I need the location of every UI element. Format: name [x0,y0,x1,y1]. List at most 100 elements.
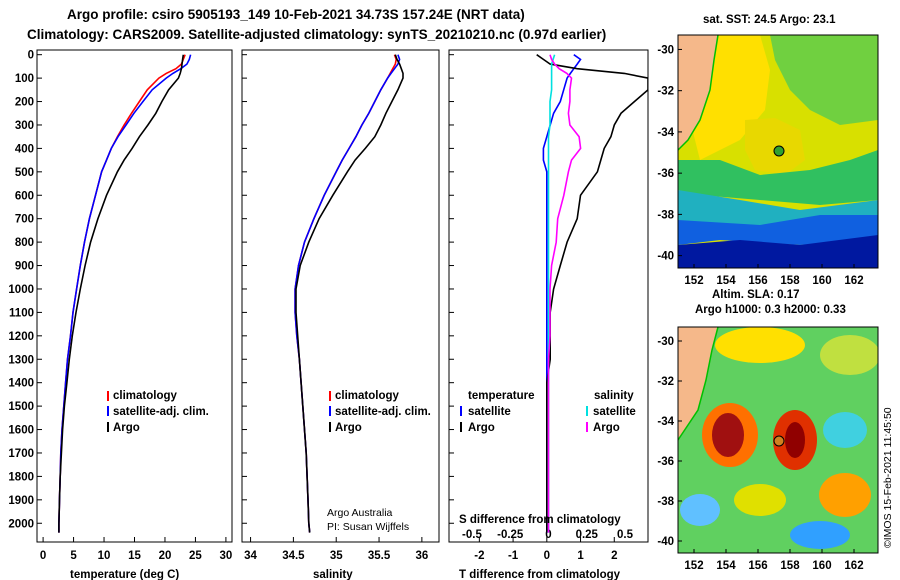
map-x-tick-label: 160 [812,560,831,572]
sst-land [678,35,718,150]
x-tick-label: 35.5 [368,550,391,562]
salinity-legend: climatology satellite-adj. clim. Argo [329,390,431,434]
y-tick-label: 1800 [8,471,34,483]
x-tick-label: 30 [220,550,233,562]
map-x-tick-label: 162 [844,275,863,287]
annotation-line2: PI: Susan Wijffels [327,521,409,533]
temperature-panel: 0100200300400500600700800900100011001200… [8,49,233,580]
x-tick-label: 0 [544,550,550,562]
map-y-tick-label: -32 [657,86,674,98]
sla-anomaly [734,484,786,516]
sla-anomaly [785,422,805,458]
s-tick-label: 0 [545,529,551,541]
s-tick-label: 0.25 [576,529,599,541]
map-y-tick-label: -34 [657,416,674,428]
x-tick-label: 34.5 [282,550,305,562]
map-y-tick-label: -38 [657,496,674,508]
s-difference-axis-label: S difference from climatology [459,514,621,526]
sst-coastline [678,35,719,151]
legend-s-argo: Argo [593,422,620,434]
sla-anomaly [820,335,878,375]
legend-argo: Argo [335,422,362,434]
map-x-tick-label: 158 [780,275,800,287]
x-tick-label: 0 [40,550,46,562]
y-tick-label: 200 [15,97,34,109]
x-tick-label: -2 [474,550,484,562]
map-x-tick-label: 158 [780,560,800,572]
y-tick-label: 500 [15,167,34,179]
sst-eddy-warm [745,118,805,175]
y-tick-label: 1700 [8,448,34,460]
x-tick-label: 25 [189,550,202,562]
y-tick-label: 1000 [8,284,34,296]
legend-climatology: climatology [113,390,178,402]
copyright-watermark: ©IMOS 15-Feb-2021 11:45:50 [882,407,894,548]
y-tick-label: 600 [15,190,34,202]
y-tick-label: 300 [15,120,34,132]
y-tick-label: 900 [15,261,34,273]
map-y-tick-label: -36 [657,168,674,180]
y-tick-label: 1400 [8,378,34,390]
sst-deep-blue [678,235,878,268]
sla-coastline [678,327,719,441]
annotation-line1: Argo Australia [327,507,393,519]
sla-argo-marker [773,435,785,447]
sla-map-panel: Altim. SLA: 0.17 Argo h1000: 0.3 h2000: … [657,289,879,572]
series-line-argo [295,54,404,533]
s-tick-label: 0.5 [617,529,634,541]
y-tick-label: 700 [15,214,34,226]
x-tick-label: 35 [330,550,343,562]
y-tick-label: 100 [15,73,34,85]
map-x-tick-label: 154 [716,560,736,572]
map-y-tick-label: -34 [657,127,674,139]
y-tick-label: 1200 [8,331,34,343]
map-x-tick-label: 152 [684,275,703,287]
series-line-s-argo [547,54,582,533]
sla-anomaly [790,521,850,549]
y-tick-label: 1900 [8,495,34,507]
figure-title-line2: Climatology: CARS2009. Satellite-adjuste… [27,27,607,42]
sst-argo-marker [773,145,785,157]
legend-t-argo: Argo [468,422,495,434]
map-x-tick-label: 156 [748,560,767,572]
y-tick-label: 1100 [9,307,34,319]
y-tick-label: 1600 [8,425,34,437]
sla-land [678,327,718,440]
legend-climatology: climatology [335,390,400,402]
map-x-tick-label: 162 [844,560,863,572]
map-x-tick-label: 154 [716,275,736,287]
legend-argo: Argo [113,422,140,434]
sla-anomaly [823,412,867,448]
difference-panel: -2 -1 0 1 2 -0.5 -0.25 0 0.25 0.5 T difference fr… [448,49,649,580]
legend-s-satellite: satellite [593,406,636,418]
map-y-tick-label: -38 [657,209,674,221]
difference-legend-left: temperature satellite Argo [460,390,534,434]
legend-t-satellite: satellite [468,406,511,418]
map-x-tick-label: 160 [812,275,831,287]
difference-legend-right: salinity satellite Argo [586,390,636,434]
sla-map-subtitle: Argo h1000: 0.3 h2000: 0.33 [695,304,846,316]
y-tick-label: 1300 [8,354,34,366]
y-tick-label: 0 [28,50,34,62]
legend-satellite: satellite-adj. clim. [113,406,209,418]
x-tick-label: 34 [244,550,257,562]
legend-salinity-heading: salinity [594,390,634,402]
salinity-axis-label: salinity [313,569,353,580]
sst-map-panel: sat. SST: 24.5 Argo: 23.1 152 154 156 158 16… [657,14,879,287]
x-tick-label: -1 [508,550,519,562]
map-x-tick-label: 156 [748,275,767,287]
sla-map-title: Altim. SLA: 0.17 [712,289,800,301]
sla-anomaly [715,327,805,363]
map-y-tick-label: -32 [657,376,674,388]
x-tick-label: 15 [128,550,141,562]
map-x-tick-label: 152 [684,560,703,572]
map-y-tick-label: -40 [657,251,674,263]
y-tick-label: 2000 [8,518,34,530]
sst-north-green [770,35,878,125]
y-tick-label: 800 [15,237,34,249]
series-line-argo [58,54,185,533]
sst-mid-green [678,150,878,205]
sla-anomaly [680,494,720,526]
x-tick-label: 2 [611,550,617,562]
